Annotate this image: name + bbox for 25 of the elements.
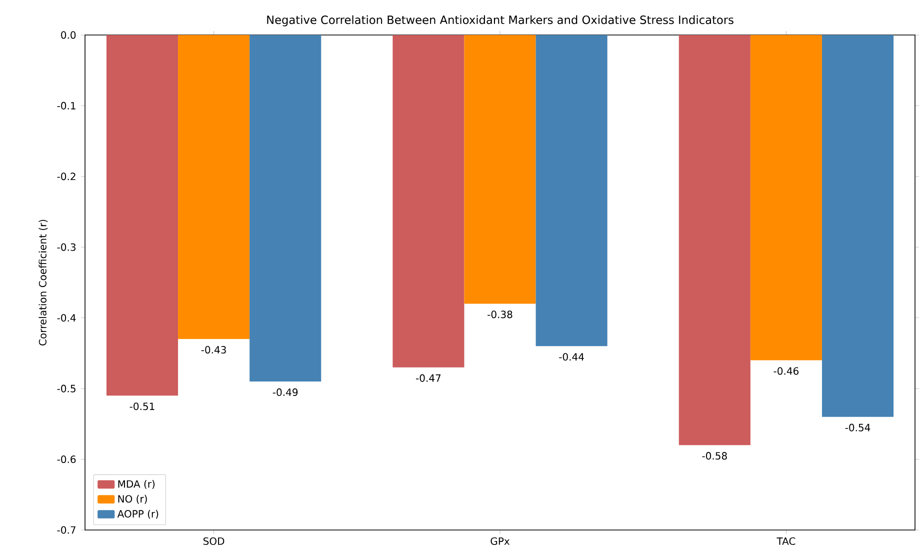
data-label: -0.54 [845, 424, 870, 432]
data-label: -0.43 [201, 346, 226, 354]
y-tick-label: -0.4 [57, 314, 76, 322]
data-label: -0.51 [130, 402, 154, 410]
y-tick-label: -0.2 [57, 172, 76, 180]
x-tick-label: SOD [204, 537, 224, 545]
data-label: -0.44 [559, 353, 584, 361]
legend-label: AOPP (r) [117, 510, 158, 519]
data-label: -0.58 [702, 452, 727, 460]
y-tick-label: -0.3 [57, 243, 76, 251]
y-axis-title: Correlation Coefficient (r) [38, 220, 48, 346]
y-tick-label: -0.6 [57, 455, 76, 464]
x-tick-label: GPx [490, 537, 510, 545]
data-label: -0.46 [774, 367, 799, 375]
data-label: -0.47 [416, 374, 441, 382]
data-label: -0.49 [272, 388, 298, 396]
chart-title: Negative Correlation Between Antioxidant Markers and Oxidative Stress Indicators [267, 15, 734, 26]
legend-label: MDA (r) [118, 480, 155, 489]
y-tick-label: -0.7 [57, 526, 76, 534]
y-tick-label: -0.1 [57, 102, 76, 110]
x-tick-label: TAC [776, 537, 796, 545]
legend-label: NO (r) [118, 494, 147, 504]
y-tick-label: -0.5 [57, 384, 76, 392]
data-label: -0.38 [488, 310, 512, 318]
y-tick-label: 0.0 [61, 31, 76, 39]
